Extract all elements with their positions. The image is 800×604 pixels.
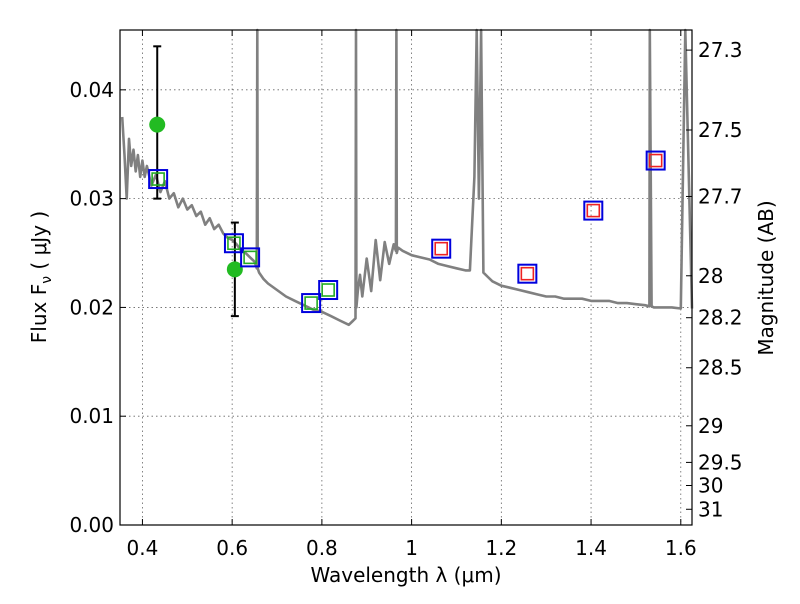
x-tick-label: 1.2	[485, 536, 517, 560]
magnitude-tick-label: 28	[698, 264, 723, 288]
x-tick-label: 0.4	[127, 536, 159, 560]
template-spectrum-line	[120, 28, 694, 327]
model-square-outer	[240, 247, 261, 268]
plot-frame	[119, 29, 693, 526]
y2-axis-title: Magnitude (AB)	[754, 200, 778, 355]
magnitude-tick-label: 29	[698, 414, 723, 438]
model-square-inner	[520, 266, 535, 281]
model-square	[645, 150, 666, 171]
model-square-inner	[434, 241, 449, 256]
y-tick-labels: 0.00 0.01 0.02 0.03 0.04	[69, 78, 114, 537]
magnitude-tick-label: 31	[698, 497, 723, 521]
model-square	[148, 169, 169, 190]
y-tick-label: 0.00	[69, 513, 114, 537]
svg-text:Magnitude (AB): Magnitude (AB)	[754, 200, 778, 355]
x-tick-labels: 0.4 0.6 0.8 1 1.2 1.4 1.6	[127, 536, 697, 560]
model-square-inner	[321, 283, 335, 297]
model-square-inner	[648, 153, 663, 168]
observed-point	[226, 261, 243, 278]
x-tick-label: 1.6	[665, 536, 697, 560]
model-square-inner	[243, 250, 257, 265]
model-square-outer	[645, 150, 666, 171]
axis-ticks	[120, 30, 692, 526]
x-axis-title: Wavelength λ (μm)	[310, 563, 501, 587]
magnitude-tick-label: 27.3	[698, 38, 743, 62]
grid-lines	[120, 30, 692, 525]
x-tick-label: 0.8	[306, 536, 338, 560]
y-axis-title-subscript: ν	[39, 276, 55, 284]
x-tick-label: 1.4	[575, 536, 607, 560]
magnitude-tick-label: 30	[698, 474, 723, 498]
model-square-outer	[517, 263, 538, 284]
model-square-outer	[301, 293, 322, 314]
magnitude-tick-label: 27.7	[698, 184, 743, 208]
magnitude-tick-label: 27.5	[698, 118, 743, 142]
model-square-inner	[227, 236, 241, 251]
model-square-outer	[431, 238, 452, 259]
y-tick-label: 0.01	[69, 404, 114, 428]
model-square	[240, 247, 261, 268]
x-tick-label: 1	[405, 536, 418, 560]
model-square-outer	[318, 280, 339, 301]
model-square	[517, 263, 538, 284]
model-square-outer	[583, 200, 604, 221]
y-axis-title: Flux Fν ( μJy )	[27, 211, 55, 343]
model-square	[301, 293, 322, 314]
model-squares	[148, 150, 666, 314]
x-tick-label: 0.6	[216, 536, 248, 560]
model-square-outer	[148, 169, 169, 190]
magnitude-tick-label: 29.5	[698, 450, 743, 474]
model-square	[223, 233, 244, 254]
magnitude-tick-label: 28.2	[698, 306, 743, 330]
model-square	[583, 200, 604, 221]
model-square-inner	[151, 172, 165, 186]
observed-point	[149, 116, 166, 133]
model-square-outer	[223, 233, 244, 254]
magnitude-tick-label: 28.5	[698, 356, 743, 380]
svg-text:Flux Fν ( μJy ): Flux Fν ( μJy )	[27, 211, 55, 343]
y-axis-title-unit: ( μJy )	[27, 211, 51, 270]
template-spectrum	[120, 28, 694, 327]
y-axis-title-flux: Flux F	[27, 284, 51, 343]
observed-points	[149, 116, 243, 278]
y-tick-label: 0.04	[69, 78, 114, 102]
model-square-inner	[304, 296, 318, 310]
model-square	[318, 280, 339, 301]
y-tick-label: 0.03	[69, 187, 114, 211]
y-tick-label: 0.02	[69, 295, 114, 319]
model-square	[431, 238, 452, 259]
model-square-inner	[586, 203, 601, 218]
